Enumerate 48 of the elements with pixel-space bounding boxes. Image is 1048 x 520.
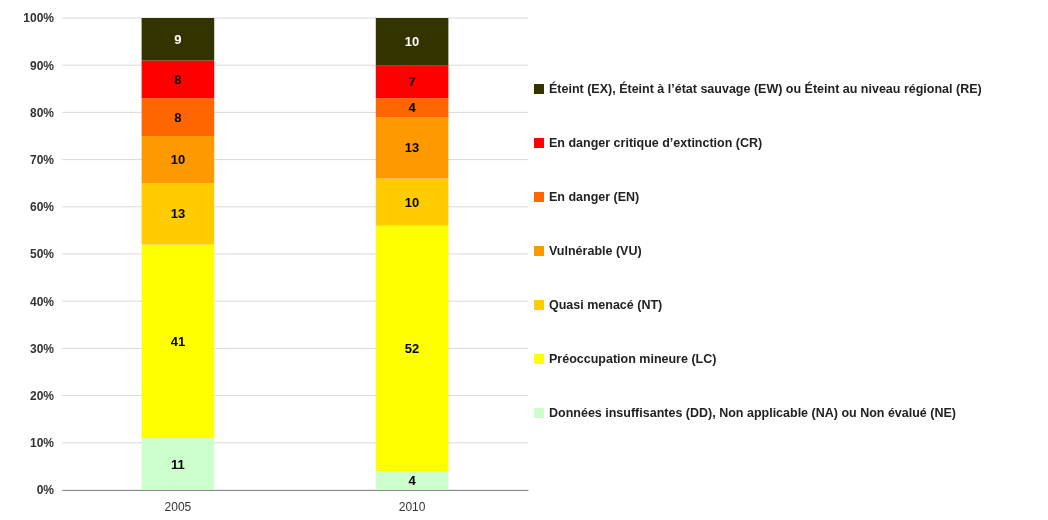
- data-label: 41: [170, 333, 186, 349]
- y-tick-label: 90%: [29, 58, 55, 73]
- data-label: 9: [174, 31, 182, 47]
- data-label: 4: [408, 100, 417, 116]
- bar: [375, 98, 449, 118]
- y-tick-label: 0%: [36, 483, 55, 498]
- data-label: 10: [404, 34, 420, 50]
- legend-label: Données insuffisantes (DD), Non applicable (NA) ou Non évalué (NE): [549, 406, 956, 421]
- x-tick-label: 2005: [164, 499, 192, 514]
- bar: [141, 183, 215, 245]
- bar: [375, 178, 449, 226]
- data-label: 13: [404, 140, 420, 156]
- bar: [141, 60, 215, 99]
- legend-label: Éteint (EX), Éteint à l’état sauvage (EW) ou Éteint au niveau régional (RE): [549, 81, 982, 97]
- data-label: 8: [174, 71, 182, 87]
- bar: [375, 65, 449, 99]
- legend-label: En danger (EN): [549, 190, 640, 205]
- data-label: 52: [404, 340, 420, 356]
- bar: [375, 18, 449, 66]
- data-label: 7: [408, 74, 416, 90]
- data-label: 13: [170, 206, 186, 222]
- y-tick-label: 10%: [29, 436, 55, 451]
- data-label: 4: [408, 473, 417, 489]
- bar: [141, 18, 215, 61]
- bar: [375, 471, 449, 490]
- bar: [375, 225, 449, 472]
- x-tick-label: 2010: [398, 499, 426, 514]
- data-label: 10: [170, 152, 186, 168]
- bar: [141, 438, 215, 490]
- bar: [375, 117, 449, 179]
- data-label: 8: [174, 109, 182, 125]
- y-tick-label: 80%: [29, 105, 55, 120]
- legend-label: En danger critique d’extinction (CR): [549, 136, 763, 151]
- bar: [141, 98, 215, 136]
- y-tick-label: 20%: [29, 388, 55, 403]
- y-tick-label: 100%: [23, 11, 55, 26]
- y-tick-label: 50%: [29, 247, 55, 262]
- legend-label: Préoccupation mineure (LC): [549, 352, 717, 367]
- legend-label: Vulnérable (VU): [549, 244, 642, 259]
- y-tick-label: 30%: [29, 341, 55, 356]
- y-tick-label: 70%: [29, 152, 55, 167]
- y-tick-label: 40%: [29, 294, 55, 309]
- data-label: 11: [171, 456, 185, 472]
- legend-label: Quasi menacé (NT): [549, 298, 663, 313]
- bar: [141, 136, 215, 184]
- data-label: 10: [404, 194, 420, 210]
- y-tick-label: 60%: [29, 200, 55, 215]
- bar: [141, 244, 215, 439]
